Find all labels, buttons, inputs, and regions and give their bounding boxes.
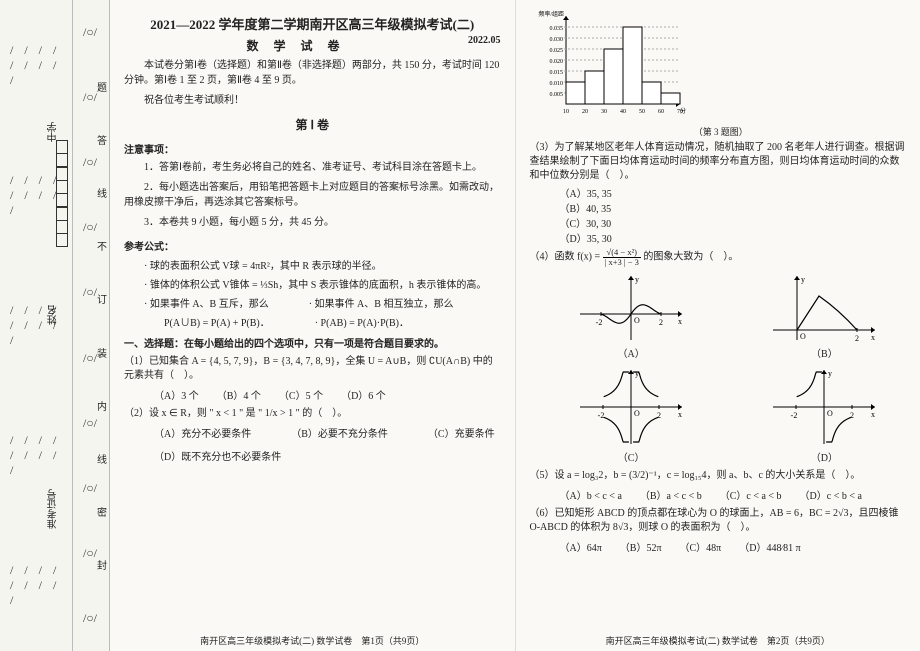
svg-text:O: O bbox=[800, 332, 806, 341]
intro-1: 本试卷分第Ⅰ卷（选择题）和第Ⅱ卷（非选择题）两部分，共 150 分，考试时间 1… bbox=[124, 59, 501, 88]
svg-text:0.030: 0.030 bbox=[549, 37, 563, 43]
svg-text:2: 2 bbox=[659, 318, 663, 327]
svg-text:0.010: 0.010 bbox=[549, 81, 563, 87]
q4-fraction: √(4 − x²) | x+3 | − 3 bbox=[603, 248, 641, 266]
svg-text:O: O bbox=[827, 409, 833, 418]
q2-options: （A）充分不必要条件（B）必要不充分条件 （C）充要条件（D）既不充分也不必要条… bbox=[154, 425, 501, 463]
q6-options: （A）64π（B）52π （C）48π（D）448⁄81 π bbox=[560, 539, 907, 554]
q4-stem: （4）函数 f(x) = √(4 − x²) | x+3 | − 3 的图象大致… bbox=[530, 248, 907, 266]
svg-text:0.005: 0.005 bbox=[549, 92, 563, 98]
hist-caption: （第 3 题图） bbox=[536, 125, 907, 138]
svg-text:y: y bbox=[828, 369, 832, 378]
svg-text:y: y bbox=[635, 369, 639, 378]
exam-title: 2021—2022 学年度第二学期南开区高三年级模拟考试(二) bbox=[124, 14, 501, 33]
svg-text:y: y bbox=[801, 275, 805, 284]
q1-stem: （1）已知集合 A = {4, 5, 7, 9}，B = {3, 4, 7, 8… bbox=[124, 355, 501, 383]
q4-panel: xyO-22（A） xyO2（B） xyO-22（C） xyO-22（D） bbox=[550, 272, 907, 464]
binding-margin: / / / / / / / / // / / / / / / / // / / … bbox=[0, 0, 73, 651]
part1-heading: 第 Ⅰ 卷 bbox=[124, 116, 501, 133]
svg-text:-2: -2 bbox=[598, 411, 605, 420]
svg-text:x: x bbox=[678, 317, 682, 326]
notice-3: 3．本卷共 9 小题，每小题 5 分，共 45 分。 bbox=[124, 216, 501, 231]
svg-text:O: O bbox=[634, 409, 640, 418]
svg-text:0.035: 0.035 bbox=[549, 26, 563, 32]
svg-text:y: y bbox=[635, 275, 639, 284]
slash-column: / / / / / / / / // / / / / / / / // / / … bbox=[10, 0, 72, 651]
seal-marks: 题答 线不 订装 内线 密封 bbox=[97, 60, 107, 591]
svg-text:O: O bbox=[634, 316, 640, 325]
svg-text:x: x bbox=[871, 410, 875, 419]
notice-2: 2．每小题选出答案后，用铅笔把答题卡上对应题目的答案标号涂黑。如需改动，用橡皮擦… bbox=[124, 181, 501, 210]
q1-options: （A）3 个（B）4 个 （C）5 个（D）6 个 bbox=[154, 387, 501, 402]
q5-stem: （5）设 a = log₃2，b = (3/2)⁻¹，c = log₁₅4，则 … bbox=[530, 469, 907, 483]
footer-left: 南开区高三年级模拟考试(二) 数学试卷 第1页（共9页） bbox=[124, 630, 501, 647]
page-2: 0.005 0.010 0.015 0.020 0.025 0.030 0.035 10 20 3… bbox=[515, 0, 920, 651]
svg-text:x: x bbox=[871, 333, 875, 342]
notice-1: 1．答第Ⅰ卷前，考生务必将自己的姓名、准考证号、考试科目涂在答题卡上。 bbox=[124, 161, 501, 176]
formula-prob: P(A∪B) = P(A) + P(B)． · P(AB) = P(A)·P(B… bbox=[124, 314, 501, 329]
svg-text:2: 2 bbox=[850, 411, 854, 420]
ticket-boxes bbox=[56, 140, 68, 247]
vertical-labels: 中学 姓名 准考证号 bbox=[46, 40, 61, 611]
reference-head: 参考公式： bbox=[124, 238, 501, 253]
svg-text:0.015: 0.015 bbox=[549, 70, 563, 76]
svg-text:60: 60 bbox=[658, 109, 664, 115]
svg-text:0.025: 0.025 bbox=[549, 48, 563, 54]
q5-options: （A）b < c < a（B）a < c < b （C）c < a < b（D）… bbox=[560, 487, 907, 502]
svg-text:0.020: 0.020 bbox=[549, 59, 563, 65]
svg-text:2: 2 bbox=[657, 411, 661, 420]
formula-cone: · 锥体的体积公式 V锥体 = ⅓Sh，其中 S 表示锥体的底面积，h 表示锥体… bbox=[124, 276, 501, 291]
svg-text:10: 10 bbox=[563, 109, 569, 115]
svg-text:40: 40 bbox=[620, 109, 626, 115]
svg-text:30: 30 bbox=[601, 109, 607, 115]
page-1: 2021—2022 学年度第二学期南开区高三年级模拟考试(二) 2022.05 … bbox=[110, 0, 515, 651]
svg-text:2: 2 bbox=[855, 334, 859, 343]
exam-date: 2022.05 bbox=[468, 35, 501, 46]
notice-head: 注意事项： bbox=[124, 141, 501, 156]
q2-stem: （2）设 x ∈ R，则 " x < 1 " 是 " 1/x > 1 " 的（ … bbox=[124, 407, 501, 421]
svg-text:-2: -2 bbox=[791, 411, 798, 420]
seal-gutter: /○//○//○//○//○/ /○//○//○//○//○/ 题答 线不 订装… bbox=[73, 0, 110, 651]
ticket-label: 准考证号 bbox=[46, 487, 61, 531]
formula-sphere: · 球的表面积公式 V球 = 4πR²，其中 R 表示球的半径。 bbox=[124, 257, 501, 272]
svg-text:-2: -2 bbox=[596, 318, 603, 327]
svg-text:50: 50 bbox=[639, 109, 645, 115]
q3-histogram: 0.005 0.010 0.015 0.020 0.025 0.030 0.035 10 20 3… bbox=[536, 10, 907, 138]
footer-right: 南开区高三年级模拟考试(二) 数学试卷 第2页（共9页） bbox=[530, 630, 907, 647]
name-label: 姓名 bbox=[46, 303, 61, 327]
q6-stem: （6）已知矩形 ABCD 的顶点都在球心为 O 的球面上，AB = 6，BC =… bbox=[530, 507, 907, 535]
formula-prob-head: · 如果事件 A、B 互斥，那么 · 如果事件 A、B 相互独立，那么 bbox=[124, 295, 501, 310]
section1-title: 一、选择题：在每小题给出的四个选项中，只有一项是符合题目要求的。 bbox=[124, 335, 501, 350]
svg-text:20: 20 bbox=[582, 109, 588, 115]
q3-options: （A）35, 35（B）40, 35 （C）30, 30（D）35, 30 bbox=[560, 185, 907, 245]
good-luck: 祝各位考生考试顺利！ bbox=[124, 94, 501, 109]
svg-text:频率/组距: 频率/组距 bbox=[538, 10, 564, 18]
q3-stem: （3）为了解某地区老年人体育运动情况，随机抽取了 200 名老年人进行调查。根据… bbox=[530, 141, 907, 183]
subject-title: 数 学 试 卷 bbox=[124, 37, 501, 54]
svg-text:分钟: 分钟 bbox=[680, 107, 686, 115]
svg-text:x: x bbox=[678, 410, 682, 419]
